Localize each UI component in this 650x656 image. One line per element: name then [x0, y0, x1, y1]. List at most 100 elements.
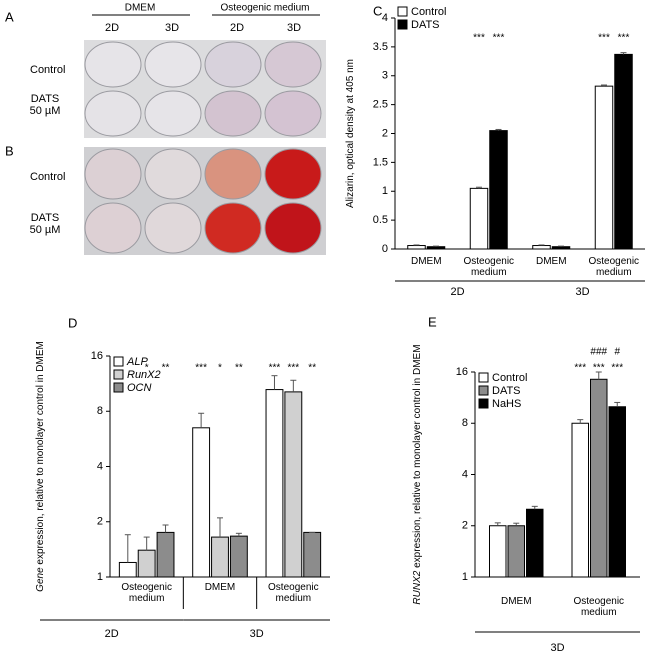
category-label-box: Osteogenic medium: [588, 256, 640, 278]
y-tick-label: 0.5: [373, 214, 388, 226]
bar: [551, 246, 571, 250]
y-tick-label: 3.5: [373, 41, 388, 53]
well: [144, 202, 202, 254]
bar: [571, 422, 589, 578]
category-label-box: DMEM: [501, 596, 532, 607]
column-label: 2D: [105, 22, 119, 34]
category-label-box: Osteogenic medium: [121, 582, 172, 604]
bar: [211, 536, 229, 578]
well: [204, 90, 262, 137]
legend-label: RunX2: [127, 369, 161, 381]
well: [144, 90, 202, 137]
panel-letter: A: [5, 9, 14, 24]
bar: [284, 391, 303, 578]
significance-label: ***: [195, 363, 207, 374]
legend-label: NaHS: [492, 398, 521, 410]
category-label: DMEM: [204, 582, 236, 593]
category-label-box: Osteogenic medium: [268, 582, 319, 604]
y-axis-label-text: expression, relative to monolayer contro…: [412, 344, 423, 570]
y-tick-label: 2: [462, 520, 468, 532]
category-label: Osteogenic medium: [463, 256, 515, 278]
group-label: 3D: [575, 286, 589, 298]
row-label: DATS 50 µM: [29, 93, 61, 117]
legend-swatch: [478, 385, 489, 396]
significance-label: ***: [593, 363, 605, 374]
well: [84, 90, 142, 137]
significance-label: ***: [473, 33, 485, 44]
y-tick-label: 2.5: [373, 99, 388, 111]
bar: [614, 53, 633, 250]
well: [84, 41, 142, 88]
significance-label: ***: [269, 363, 281, 374]
significance-label: ***: [493, 33, 505, 44]
y-tick-label: 16: [456, 366, 468, 378]
panel-letter: B: [5, 143, 14, 158]
group-label: 2D: [105, 628, 119, 640]
legend-label: Control: [492, 372, 527, 384]
significance-label: **: [162, 363, 170, 374]
y-tick-label: 2: [97, 516, 103, 528]
significance-label: ***: [574, 363, 586, 374]
bar: [192, 427, 211, 578]
legend-swatch: [397, 6, 408, 17]
well: [264, 90, 322, 137]
legend-label: DATS: [411, 19, 440, 31]
significance-label: ###: [590, 347, 607, 358]
group-label: 3D: [550, 642, 564, 654]
y-tick-label: 2: [382, 127, 388, 139]
bar: [489, 130, 508, 250]
category-label: DMEM: [535, 256, 567, 267]
well: [204, 41, 262, 88]
row-label: Control: [30, 171, 65, 183]
bar: [507, 525, 525, 578]
category-label: Osteogenic medium: [121, 582, 172, 604]
category-label-box: DMEM: [204, 582, 236, 593]
bar: [407, 245, 426, 250]
category-label-box: Osteogenic medium: [573, 596, 624, 618]
well: [84, 202, 142, 254]
column-label: 2D: [230, 22, 244, 34]
panel-letter: D: [68, 315, 77, 330]
legend-swatch: [113, 382, 124, 393]
well: [204, 148, 262, 200]
bar: [469, 187, 489, 250]
y-axis-label-italic: RUNX2: [412, 570, 423, 604]
well: [204, 202, 262, 254]
significance-label: ***: [611, 363, 623, 374]
panel-letter: C: [373, 3, 382, 18]
significance-label: ***: [598, 33, 610, 44]
bar: [608, 406, 626, 578]
bar: [594, 85, 614, 250]
y-tick-label: 1.5: [373, 156, 388, 168]
category-label-box: DMEM: [535, 256, 567, 267]
header: Osteogenic medium: [221, 3, 310, 14]
bar: [526, 508, 544, 578]
y-axis-label-text: Alizarin, optical density at 405 nm: [345, 59, 356, 208]
row-label-box: DATS 50 µM: [29, 93, 61, 117]
category-label: DMEM: [410, 256, 442, 267]
legend-label: OCN: [127, 382, 152, 394]
legend-label: ALP: [126, 356, 148, 368]
row-label-box: DATS 50 µM: [29, 212, 61, 236]
column-label: 3D: [165, 22, 179, 34]
y-tick-label: 3: [382, 70, 388, 82]
well: [264, 41, 322, 88]
y-tick-label: 1: [97, 571, 103, 583]
bar: [590, 378, 608, 578]
bar: [303, 531, 322, 578]
bar: [118, 561, 137, 578]
category-label: Osteogenic medium: [588, 256, 640, 278]
significance-label: ***: [287, 363, 299, 374]
significance-label: #: [614, 347, 620, 358]
header: DMEM: [125, 3, 156, 14]
legend-swatch: [113, 369, 124, 380]
group-label: 2D: [450, 286, 464, 298]
row-label: DATS 50 µM: [29, 212, 61, 236]
well: [144, 148, 202, 200]
y-tick-label: 4: [97, 460, 103, 472]
category-label-box: Osteogenic medium: [463, 256, 515, 278]
y-tick-label: 8: [97, 405, 103, 417]
y-tick-label: 1: [382, 185, 388, 197]
legend-swatch: [397, 19, 408, 30]
